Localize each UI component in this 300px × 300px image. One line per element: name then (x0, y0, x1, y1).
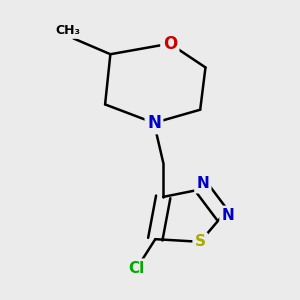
Text: N: N (147, 114, 161, 132)
Text: Cl: Cl (129, 261, 145, 276)
Text: S: S (195, 234, 206, 249)
Text: CH₃: CH₃ (56, 24, 81, 37)
Text: N: N (222, 208, 234, 223)
Text: N: N (196, 176, 209, 191)
Text: O: O (163, 35, 177, 53)
